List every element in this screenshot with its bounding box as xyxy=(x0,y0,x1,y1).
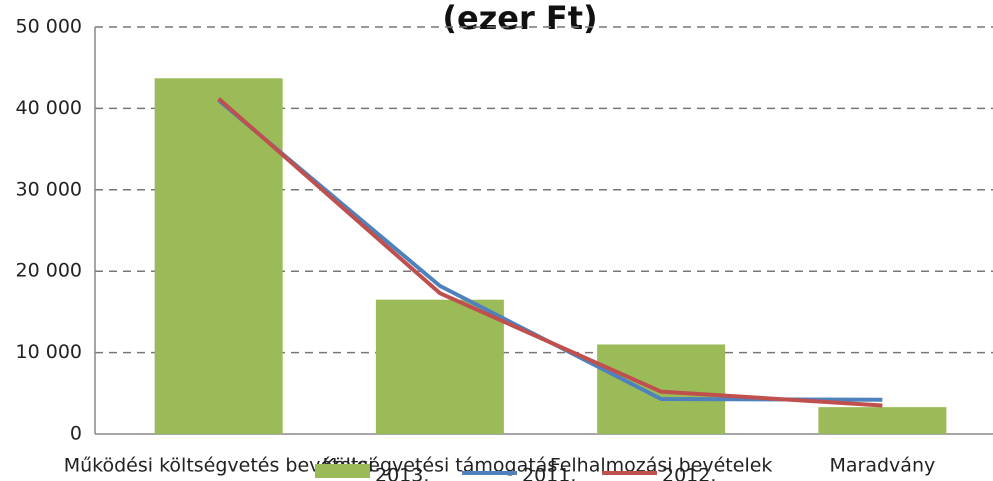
legend-swatch xyxy=(315,464,370,478)
x-tick-label: Működési költségvetés bevételei xyxy=(64,455,374,477)
y-tick-label: 20 000 xyxy=(16,260,82,282)
x-tick-label: Maradvány xyxy=(830,455,936,477)
y-tick-label: 30 000 xyxy=(16,178,82,200)
bar xyxy=(818,407,947,434)
legend-label: 2013. xyxy=(375,465,429,481)
y-tick-label: 50 000 xyxy=(16,16,82,38)
y-tick-label: 40 000 xyxy=(16,97,82,119)
line-series xyxy=(217,98,883,402)
legend-label: 2012. xyxy=(662,465,716,481)
bar xyxy=(597,344,726,434)
y-tick-label: 0 xyxy=(70,423,82,445)
line-series xyxy=(217,97,883,408)
y-tick-label: 10 000 xyxy=(16,341,82,363)
bar xyxy=(375,299,504,434)
bar xyxy=(154,78,283,435)
chart-title: (ezer Ft) xyxy=(442,0,597,37)
legend-label: 2011. xyxy=(522,465,576,481)
